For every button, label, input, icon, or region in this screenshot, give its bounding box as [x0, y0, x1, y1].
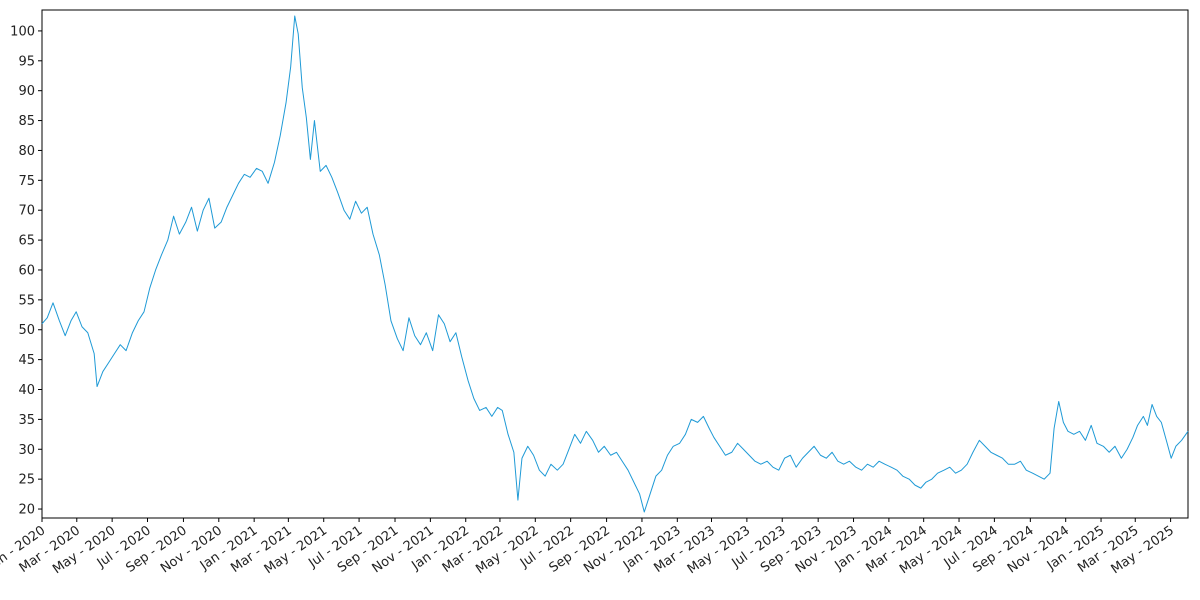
- y-tick-label: 65: [18, 234, 35, 249]
- y-tick-label: 75: [18, 174, 35, 189]
- y-tick-label: 100: [10, 24, 35, 39]
- y-tick-label: 40: [18, 383, 35, 398]
- y-tick-label: 55: [18, 293, 35, 308]
- y-tick-label: 70: [18, 204, 35, 219]
- y-tick-label: 80: [18, 144, 35, 159]
- y-tick-label: 85: [18, 114, 35, 129]
- y-tick-label: 95: [18, 54, 35, 69]
- y-tick-label: 30: [18, 443, 35, 458]
- y-tick-label: 50: [18, 323, 35, 338]
- y-tick-label: 25: [18, 473, 35, 488]
- y-axis: 20 25 30 35 40 45 50 55 60 65 70 75 80 85 90 95 100: [10, 24, 42, 518]
- y-tick-label: 20: [18, 503, 35, 518]
- y-tick-label: 60: [18, 263, 35, 278]
- y-tick-label: 45: [18, 353, 35, 368]
- plot-area: 20 25 30 35 40 45 50 55 60 65 70 75 80 85 90 95 100 Jan …: [0, 9, 1189, 577]
- series-group: [41, 15, 1189, 513]
- axes-frame: [41, 9, 1189, 519]
- series-line: [41, 15, 1189, 513]
- y-tick-label: 90: [18, 84, 35, 99]
- y-tick-label: 35: [18, 413, 35, 428]
